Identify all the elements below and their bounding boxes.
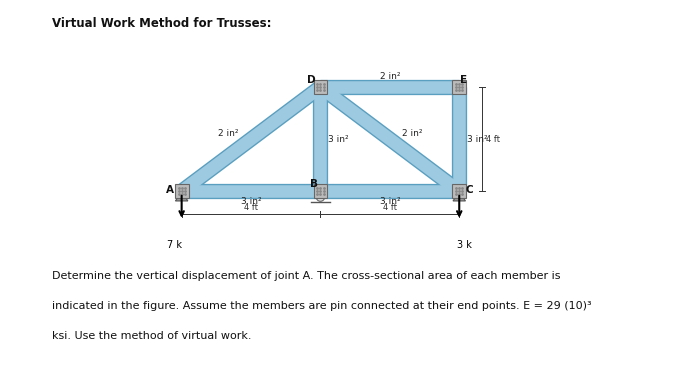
Text: ksi. Use the method of virtual work.: ksi. Use the method of virtual work. — [52, 331, 252, 341]
Circle shape — [316, 193, 325, 201]
Polygon shape — [453, 192, 466, 201]
Text: 4 ft: 4 ft — [244, 203, 258, 212]
Text: 3 in²: 3 in² — [467, 135, 487, 144]
Bar — [452, 184, 466, 198]
Text: 2 in²: 2 in² — [218, 129, 239, 138]
Bar — [452, 80, 466, 94]
Bar — [314, 80, 328, 94]
Polygon shape — [176, 192, 188, 201]
Text: 7 k: 7 k — [167, 240, 182, 250]
Text: indicated in the figure. Assume the members are pin connected at their end point: indicated in the figure. Assume the memb… — [52, 301, 592, 311]
Text: A: A — [165, 184, 174, 194]
Text: 2 in²: 2 in² — [402, 129, 423, 138]
Text: 2 in²: 2 in² — [379, 72, 400, 81]
Bar — [175, 184, 188, 198]
Text: E: E — [460, 75, 467, 85]
Text: B: B — [310, 179, 319, 188]
Text: 3 in²: 3 in² — [328, 135, 349, 144]
Text: 3 k: 3 k — [457, 240, 472, 250]
Bar — [314, 184, 328, 198]
Text: Virtual Work Method for Trusses:: Virtual Work Method for Trusses: — [52, 17, 272, 30]
Text: 3 in²: 3 in² — [379, 197, 400, 206]
Text: 4 ft: 4 ft — [486, 135, 500, 144]
Text: Determine the vertical displacement of joint A. The cross-sectional area of each: Determine the vertical displacement of j… — [52, 271, 561, 281]
Text: D: D — [307, 75, 316, 85]
Text: C: C — [466, 184, 472, 194]
Text: 4 ft: 4 ft — [383, 203, 397, 212]
Text: 3 in²: 3 in² — [241, 197, 261, 206]
